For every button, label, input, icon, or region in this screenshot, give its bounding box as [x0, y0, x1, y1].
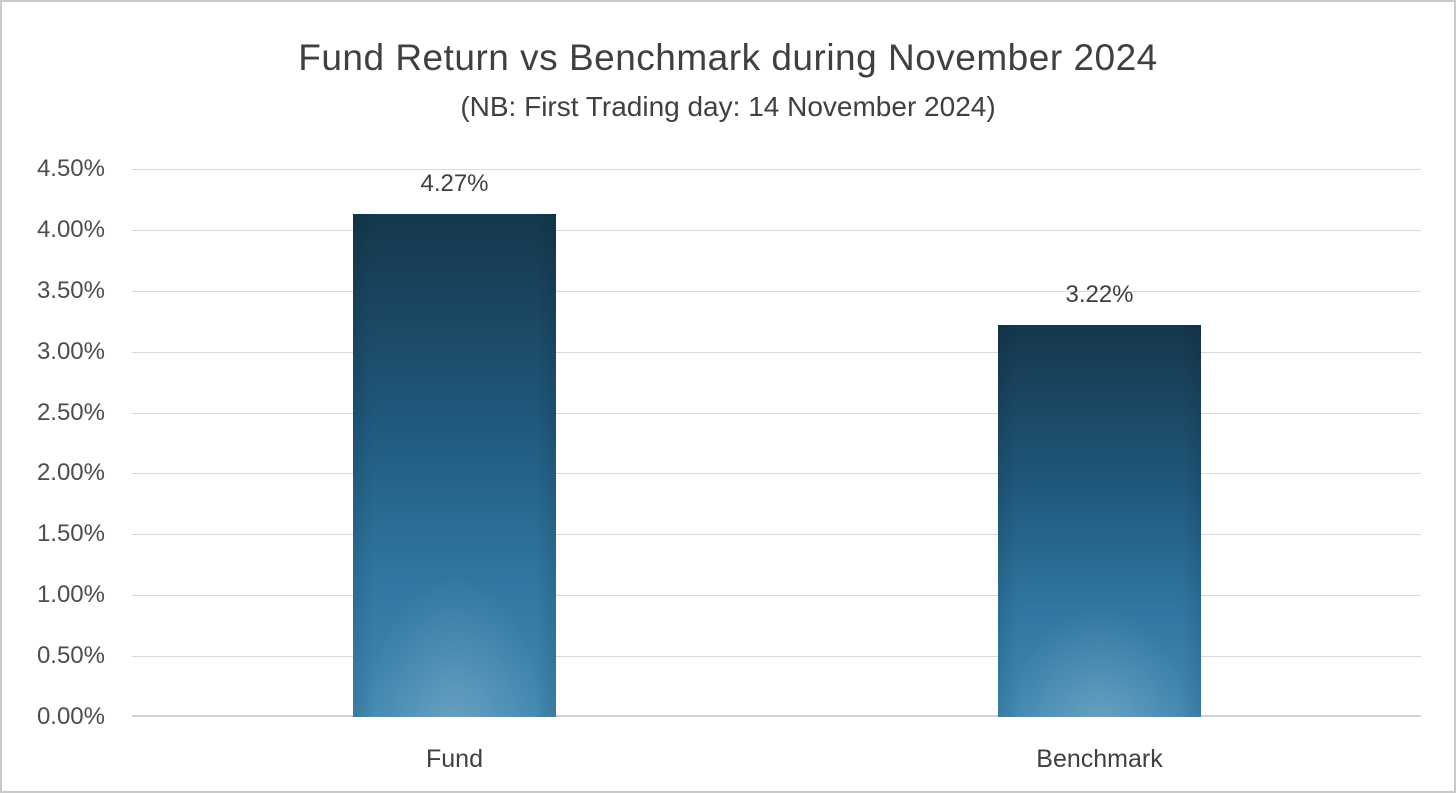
y-tick-label: 0.50%: [36, 642, 105, 669]
bar-fund: [353, 214, 556, 717]
gridline: [132, 230, 1421, 231]
gridline: [132, 169, 1421, 170]
y-tick-label: 1.00%: [36, 581, 105, 608]
chart-subtitle: (NB: First Trading day: 14 November 2024…: [460, 91, 996, 122]
gridline: [132, 352, 1421, 353]
y-tick-label: 4.00%: [36, 216, 105, 243]
y-tick-label: 0.00%: [36, 703, 105, 730]
category-label-benchmark: Benchmark: [1036, 745, 1163, 773]
bar-data-label: 4.27%: [420, 170, 489, 197]
x-axis-category-labels: Fund Benchmark: [132, 717, 1421, 791]
plot-area: 4.27% 3.22%: [132, 169, 1421, 717]
x-axis-line: [132, 715, 1421, 717]
chart-title: Fund Return vs Benchmark during November…: [298, 37, 1158, 78]
y-tick-label: 1.50%: [36, 520, 105, 547]
category-label-fund: Fund: [426, 745, 483, 773]
bar-data-label: 3.22%: [1065, 281, 1134, 308]
y-tick-label: 4.50%: [36, 155, 105, 182]
y-tick-label: 2.50%: [36, 399, 105, 426]
bar-benchmark: [998, 325, 1201, 717]
y-tick-label: 2.00%: [36, 459, 105, 486]
y-axis-tick-labels: 0.00% 0.50% 1.00% 1.50% 2.00% 2.50% 3.00% 3.50%…: [2, 155, 105, 730]
bar-column: 4.27%: [132, 169, 777, 717]
gridline: [132, 413, 1421, 414]
gridline: [132, 534, 1421, 535]
y-tick-label: 3.50%: [36, 277, 105, 304]
gridline: [132, 473, 1421, 474]
gridline: [132, 291, 1421, 292]
bar-column: 3.22%: [777, 169, 1422, 717]
gridline: [132, 595, 1421, 596]
gridline: [132, 656, 1421, 657]
y-tick-label: 3.00%: [36, 338, 105, 365]
